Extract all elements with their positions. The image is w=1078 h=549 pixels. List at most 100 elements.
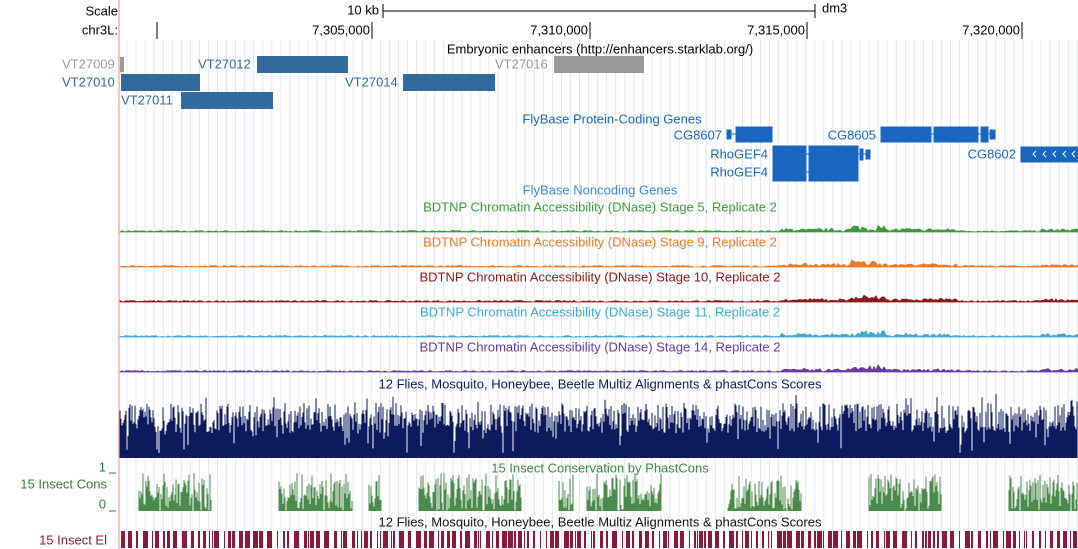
enhancer-label[interactable]: VT27011 <box>121 92 173 107</box>
element <box>853 531 856 548</box>
element <box>465 531 470 548</box>
element <box>253 531 258 548</box>
scale-label: Scale <box>85 3 118 18</box>
element <box>704 531 706 548</box>
exon[interactable] <box>808 163 859 182</box>
element <box>833 531 838 548</box>
element <box>167 531 170 548</box>
exon[interactable] <box>980 126 989 143</box>
track-title: BDTNP Chromatin Accessibility (DNase) St… <box>423 234 777 249</box>
element <box>232 531 235 548</box>
element <box>745 531 749 548</box>
element <box>814 531 816 548</box>
gene-label[interactable]: RhoGEF4 <box>710 164 768 179</box>
element <box>334 531 337 548</box>
enhancer-label[interactable]: VT27014 <box>345 74 398 89</box>
exon[interactable] <box>808 145 859 164</box>
exon[interactable] <box>772 145 807 164</box>
track-title: 15 Insect Conservation by PhastCons <box>491 460 709 475</box>
enhancer[interactable] <box>257 56 348 73</box>
element <box>308 531 309 548</box>
side-label: 15 Insect El <box>39 532 107 547</box>
track-title: Embryonic enhancers (http://enhancers.st… <box>447 41 753 56</box>
exon[interactable] <box>735 126 773 143</box>
element <box>128 531 132 548</box>
gene-label[interactable]: CG8605 <box>828 127 876 142</box>
element <box>817 531 822 548</box>
element <box>1024 531 1025 548</box>
enhancer[interactable] <box>403 74 495 91</box>
scale-size: 10 kb <box>347 2 379 17</box>
element <box>828 531 832 548</box>
element <box>391 531 392 548</box>
element <box>1039 531 1041 548</box>
element <box>1057 531 1060 548</box>
element <box>823 531 824 548</box>
element <box>950 531 954 548</box>
element <box>399 531 404 548</box>
track-title: BDTNP Chromatin Accessibility (DNase) St… <box>420 304 780 319</box>
track-title: 12 Flies, Mosquito, Honeybee, Beetle Mul… <box>379 514 822 529</box>
exon[interactable] <box>989 129 996 140</box>
enhancer-label[interactable]: VT27016 <box>495 56 548 71</box>
exon[interactable] <box>880 126 932 143</box>
element <box>214 531 219 548</box>
element <box>357 531 358 548</box>
signal <box>119 294 1078 303</box>
element <box>777 531 782 548</box>
element <box>801 531 804 548</box>
element <box>304 531 307 548</box>
exon[interactable] <box>1020 146 1078 163</box>
element <box>155 531 159 548</box>
phastcons-track <box>138 473 1078 511</box>
exon[interactable] <box>865 149 871 160</box>
signal <box>119 364 1078 373</box>
enhancer[interactable] <box>121 74 200 91</box>
element <box>452 531 456 548</box>
enhancer[interactable] <box>120 57 124 72</box>
element <box>245 531 250 548</box>
enhancer[interactable] <box>181 92 273 109</box>
exon[interactable] <box>859 148 864 161</box>
element <box>424 531 427 548</box>
element <box>1013 531 1016 548</box>
phastcons-bars <box>138 473 1078 511</box>
gene-label[interactable]: CG8607 <box>674 127 722 142</box>
element <box>259 531 263 548</box>
element <box>787 531 792 548</box>
gene-label[interactable]: RhoGEF4 <box>710 146 768 161</box>
element <box>524 531 525 548</box>
signal <box>119 259 1078 268</box>
enhancer-label[interactable]: VT27010 <box>62 74 115 89</box>
element <box>990 531 991 548</box>
element <box>1045 531 1046 548</box>
enhancer-label[interactable]: VT27012 <box>198 56 251 71</box>
side-label: 15 Insect Cons <box>20 476 107 491</box>
element <box>884 531 885 548</box>
element <box>783 531 786 548</box>
grid <box>126 40 1078 549</box>
element <box>959 531 960 548</box>
exon[interactable] <box>772 163 807 182</box>
element <box>496 531 499 548</box>
gene-label[interactable]: CG8602 <box>968 146 1016 161</box>
exon[interactable] <box>933 126 979 143</box>
element <box>383 531 388 548</box>
enhancer-label[interactable]: VT27009 <box>62 56 115 71</box>
assembly: dm3 <box>822 0 847 15</box>
element <box>622 531 623 548</box>
track-title: FlyBase Noncoding Genes <box>523 182 678 197</box>
element <box>182 531 187 548</box>
enhancer[interactable] <box>554 56 644 73</box>
element <box>198 531 200 548</box>
element <box>310 531 314 548</box>
element <box>942 531 947 548</box>
ruler-label: 7,310,000 <box>530 22 588 37</box>
element <box>287 531 289 548</box>
element <box>429 531 434 548</box>
exon[interactable] <box>726 129 732 140</box>
track-title: BDTNP Chromatin Accessibility (DNase) St… <box>423 199 777 214</box>
element <box>911 531 912 548</box>
element <box>584 531 586 548</box>
